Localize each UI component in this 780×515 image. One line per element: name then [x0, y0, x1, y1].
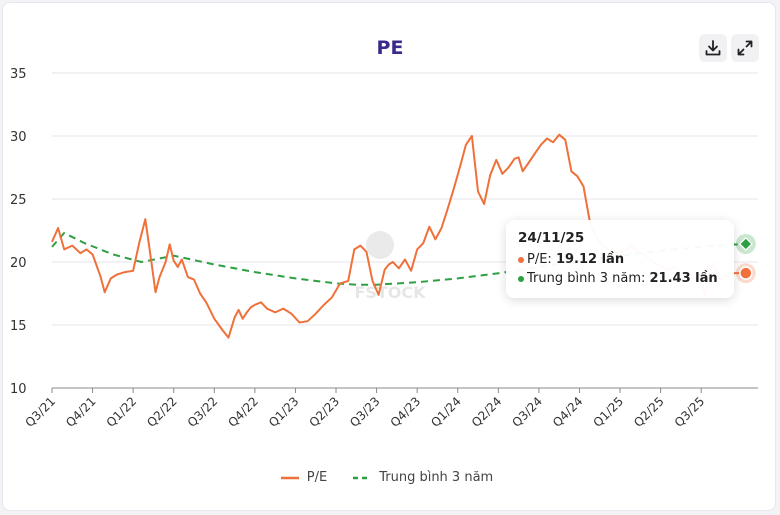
x-tick-label: Q3/24: [509, 394, 545, 430]
y-tick-label: 10: [10, 382, 27, 397]
x-tick-label: Q1/22: [104, 394, 140, 430]
tooltip-avg-row: Trung bình 3 năm: 21.43 lần: [518, 269, 722, 288]
avg-dot-icon: [518, 275, 524, 282]
watermark-logo: FSTOCK: [354, 231, 426, 302]
svg-text:FSTOCK: FSTOCK: [354, 283, 426, 302]
legend-pe-label: P/E: [306, 470, 328, 485]
y-tick-label: 15: [10, 319, 27, 334]
chart-title: PE: [376, 37, 404, 59]
x-tick-label: Q4/24: [550, 394, 586, 430]
legend: P/E Trung bình 3 năm: [0, 470, 774, 485]
x-tick-label: Q2/23: [307, 394, 343, 430]
tooltip-pe-row: P/E: 19.12 lần: [518, 250, 722, 269]
tooltip-avg-value: 21.43 lần: [649, 271, 718, 286]
avg-marker: [738, 237, 753, 251]
download-button[interactable]: [699, 34, 727, 62]
expand-button[interactable]: [731, 34, 759, 62]
download-icon: [705, 40, 721, 56]
legend-pe-swatch-icon: [280, 476, 299, 479]
y-tick-label: 25: [10, 193, 27, 208]
x-tick-label: Q4/23: [388, 394, 424, 430]
y-tick-label: 30: [10, 130, 27, 145]
x-tick-label: Q3/23: [347, 394, 383, 430]
y-tick-label: 35: [10, 67, 27, 82]
tooltip-pe-value: 19.12 lần: [555, 252, 625, 267]
x-tick-label: Q3/25: [672, 394, 708, 430]
y-tick-label: 20: [10, 256, 27, 271]
legend-avg-label: Trung bình 3 năm: [379, 470, 494, 485]
x-tick-label: Q1/23: [266, 394, 302, 430]
tooltip-pe-label: P/E:: [527, 252, 556, 267]
legend-avg-swatch-icon: [353, 476, 372, 479]
x-tick-label: Q2/22: [144, 394, 180, 430]
x-tick-label: Q3/22: [185, 394, 221, 430]
expand-icon: [737, 40, 753, 56]
legend-item-pe[interactable]: P/E: [280, 470, 328, 485]
tooltip-avg-label: Trung bình 3 năm:: [527, 271, 650, 286]
tooltip-date: 24/11/25: [518, 230, 585, 246]
x-tick-label: Q4/22: [225, 394, 261, 430]
tooltip: 24/11/25 P/E: 19.12 lần Trung bình 3 năm…: [506, 220, 734, 298]
x-tick-label: Q2/25: [631, 394, 667, 430]
x-tick-label: Q1/25: [591, 394, 627, 430]
x-tick-label: Q2/24: [469, 394, 505, 430]
x-tick-label: Q4/21: [63, 394, 99, 430]
legend-item-avg[interactable]: Trung bình 3 năm: [353, 470, 493, 485]
pe-dot-icon: [518, 256, 524, 263]
x-tick-label: Q1/24: [428, 394, 464, 430]
x-tick-label: Q3/21: [22, 394, 58, 430]
pe-marker: [739, 266, 753, 280]
